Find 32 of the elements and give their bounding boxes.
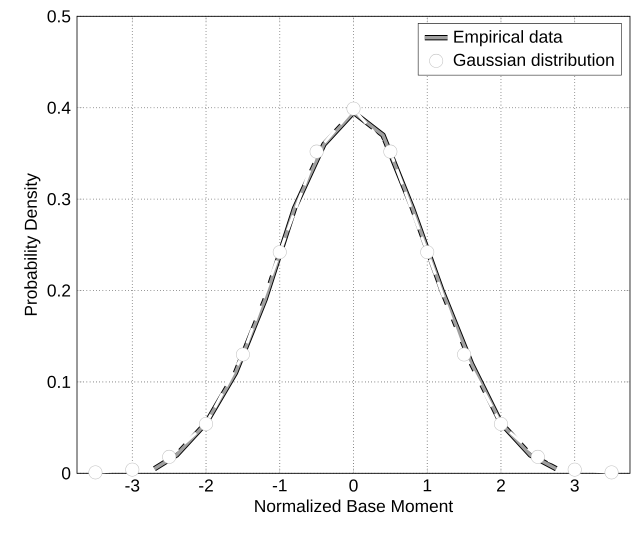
point [162,450,176,464]
point [346,102,360,116]
y-tick-label: 0.4 [48,102,70,114]
y-tick-label: 0.1 [48,376,70,388]
point [530,450,545,464]
point [88,465,102,480]
x-axis-title: Normalized Base Moment [255,499,454,512]
point [125,462,140,477]
point [604,465,618,480]
point [272,245,287,260]
x-tick-label: -2 [199,479,213,492]
point [420,245,434,260]
x-tick-label: -3 [125,479,140,492]
x-tick-label: -1 [272,479,287,492]
point [494,417,508,431]
y-tick-label: 0 [62,467,70,480]
point [383,144,398,159]
x-tick-label: 3 [570,479,579,492]
y-axis-title: Probability Density [24,173,40,316]
y-tick-label: 0.2 [48,284,70,297]
legend-label: Empirical data [454,30,563,46]
point [310,144,324,159]
point [199,417,213,431]
y-tick-label: 0.3 [48,192,70,206]
point [457,348,472,362]
point [568,462,582,477]
point [236,348,250,362]
y-tick-label: 0.5 [48,10,70,22]
x-tick-label: 0 [349,479,358,492]
legend-label: Gaussian distribution [454,53,614,66]
x-tick-label: 1 [424,479,432,492]
x-tick-label: 2 [497,479,505,492]
